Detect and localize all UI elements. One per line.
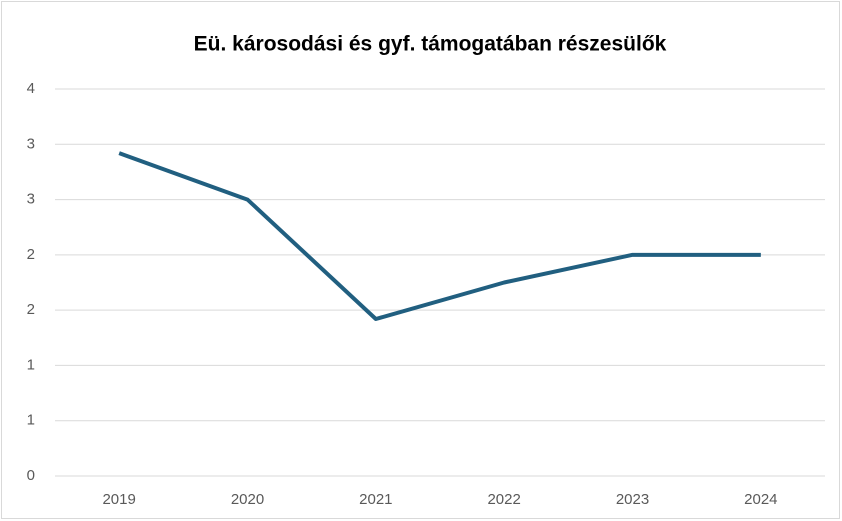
y-tick-label: 1 (27, 412, 35, 429)
y-tick-label: 0 (27, 467, 35, 484)
x-tick-label: 2023 (616, 491, 649, 508)
x-tick-label: 2020 (231, 491, 264, 508)
y-tick-label: 2 (27, 301, 35, 318)
y-tick-label: 2 (27, 246, 35, 263)
y-tick-label: 3 (27, 191, 35, 208)
x-tick-label: 2024 (744, 491, 777, 508)
y-tick-label: 1 (27, 356, 35, 373)
line-series (118, 151, 761, 321)
chart-title: Eü. károsodási és gyf. támogatában része… (194, 33, 667, 56)
y-tick-label: 4 (27, 80, 35, 97)
y-tick-label: 3 (27, 135, 35, 152)
x-tick-label: 2022 (487, 491, 520, 508)
x-tick-label: 2021 (359, 491, 392, 508)
x-tick-label: 2019 (102, 491, 135, 508)
